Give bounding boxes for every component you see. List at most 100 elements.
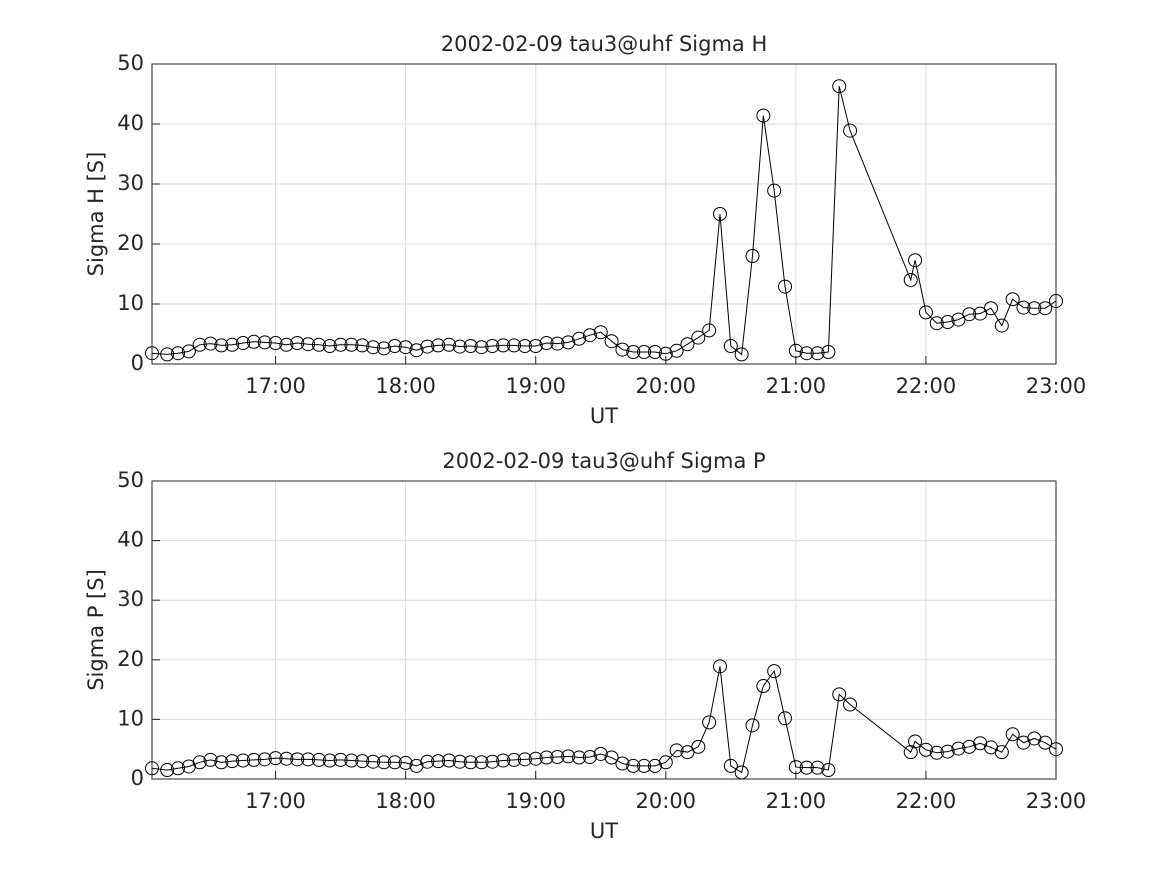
- marker: [420, 754, 435, 769]
- marker: [452, 754, 467, 769]
- marker: [485, 754, 500, 769]
- marker: [821, 763, 836, 778]
- marker: [940, 315, 955, 329]
- marker: [929, 316, 944, 331]
- marker: [463, 755, 478, 770]
- y-tick-label: 10: [117, 706, 144, 730]
- y-tick-label: 10: [117, 291, 144, 315]
- chart-title: 2002-02-09 tau3@uhf Sigma P: [442, 449, 765, 473]
- marker: [550, 336, 565, 351]
- marker: [832, 79, 847, 94]
- marker: [517, 752, 532, 767]
- marker: [246, 334, 261, 349]
- marker: [517, 339, 532, 353]
- marker: [680, 337, 695, 352]
- marker: [301, 752, 316, 767]
- marker: [441, 337, 456, 352]
- marker: [734, 347, 749, 362]
- y-tick-label: 50: [117, 51, 144, 75]
- marker: [160, 347, 175, 362]
- marker: [843, 697, 858, 712]
- x-tick-label: 21:00: [766, 789, 827, 813]
- marker: [301, 337, 316, 352]
- marker: [691, 330, 706, 345]
- marker: [496, 753, 511, 768]
- marker: [268, 751, 283, 766]
- marker: [203, 336, 218, 351]
- x-tick-label: 23:00: [1026, 374, 1087, 398]
- marker: [1016, 300, 1031, 315]
- marker: [658, 755, 673, 770]
- marker: [810, 346, 825, 361]
- marker: [734, 765, 749, 780]
- marker: [528, 751, 543, 766]
- marker: [431, 338, 446, 353]
- x-tick-label: 18:00: [375, 374, 436, 398]
- marker: [214, 755, 229, 770]
- marker: [788, 343, 803, 358]
- marker: [376, 341, 391, 356]
- marker: [290, 752, 305, 767]
- marker: [832, 687, 847, 702]
- marker: [745, 249, 760, 263]
- marker: [756, 108, 771, 123]
- marker: [572, 750, 587, 765]
- marker: [593, 325, 608, 340]
- marker: [181, 344, 196, 359]
- x-tick-label: 18:00: [375, 789, 436, 813]
- marker: [778, 711, 793, 726]
- marker: [355, 338, 370, 353]
- marker: [474, 340, 489, 355]
- marker: [452, 339, 467, 354]
- marker: [409, 343, 424, 358]
- marker: [615, 756, 630, 771]
- marker: [1049, 294, 1063, 308]
- marker: [344, 337, 359, 352]
- marker: [626, 758, 641, 773]
- marker: [290, 336, 305, 350]
- marker: [236, 336, 251, 350]
- marker: [322, 339, 337, 353]
- y-axis-label: Sigma H [S]: [84, 152, 108, 277]
- y-tick-label: 0: [131, 766, 144, 790]
- marker: [723, 339, 738, 353]
- marker: [788, 760, 803, 775]
- marker: [702, 323, 717, 338]
- marker: [994, 745, 1009, 760]
- marker: [962, 307, 977, 322]
- y-tick-label: 40: [117, 528, 144, 552]
- y-axis-label: Sigma P [S]: [84, 569, 108, 691]
- marker: [821, 345, 836, 359]
- x-tick-label: 20:00: [636, 374, 697, 398]
- marker: [171, 761, 186, 776]
- marker: [799, 760, 814, 775]
- marker: [669, 343, 684, 358]
- marker: [767, 183, 782, 198]
- marker: [691, 739, 706, 754]
- marker: [908, 253, 923, 268]
- marker: [214, 338, 229, 353]
- marker: [637, 345, 652, 359]
- axes-box: [151, 480, 1057, 780]
- marker: [355, 754, 370, 769]
- marker: [387, 339, 402, 353]
- chart-title: 2002-02-09 tau3@uhf Sigma H: [441, 32, 767, 56]
- marker: [333, 752, 348, 767]
- marker: [322, 753, 337, 768]
- marker: [626, 345, 641, 359]
- marker: [279, 337, 294, 352]
- x-tick-label: 17:00: [245, 374, 306, 398]
- marker: [647, 758, 662, 773]
- marker: [810, 760, 825, 775]
- marker: [431, 754, 446, 769]
- x-tick-label: 19:00: [505, 789, 566, 813]
- marker: [366, 340, 381, 355]
- marker: [311, 337, 326, 352]
- marker: [604, 334, 619, 349]
- marker: [366, 754, 381, 769]
- marker: [962, 739, 977, 754]
- marker: [344, 753, 359, 768]
- marker: [507, 338, 522, 353]
- series-line: [151, 666, 1057, 774]
- marker: [767, 664, 782, 679]
